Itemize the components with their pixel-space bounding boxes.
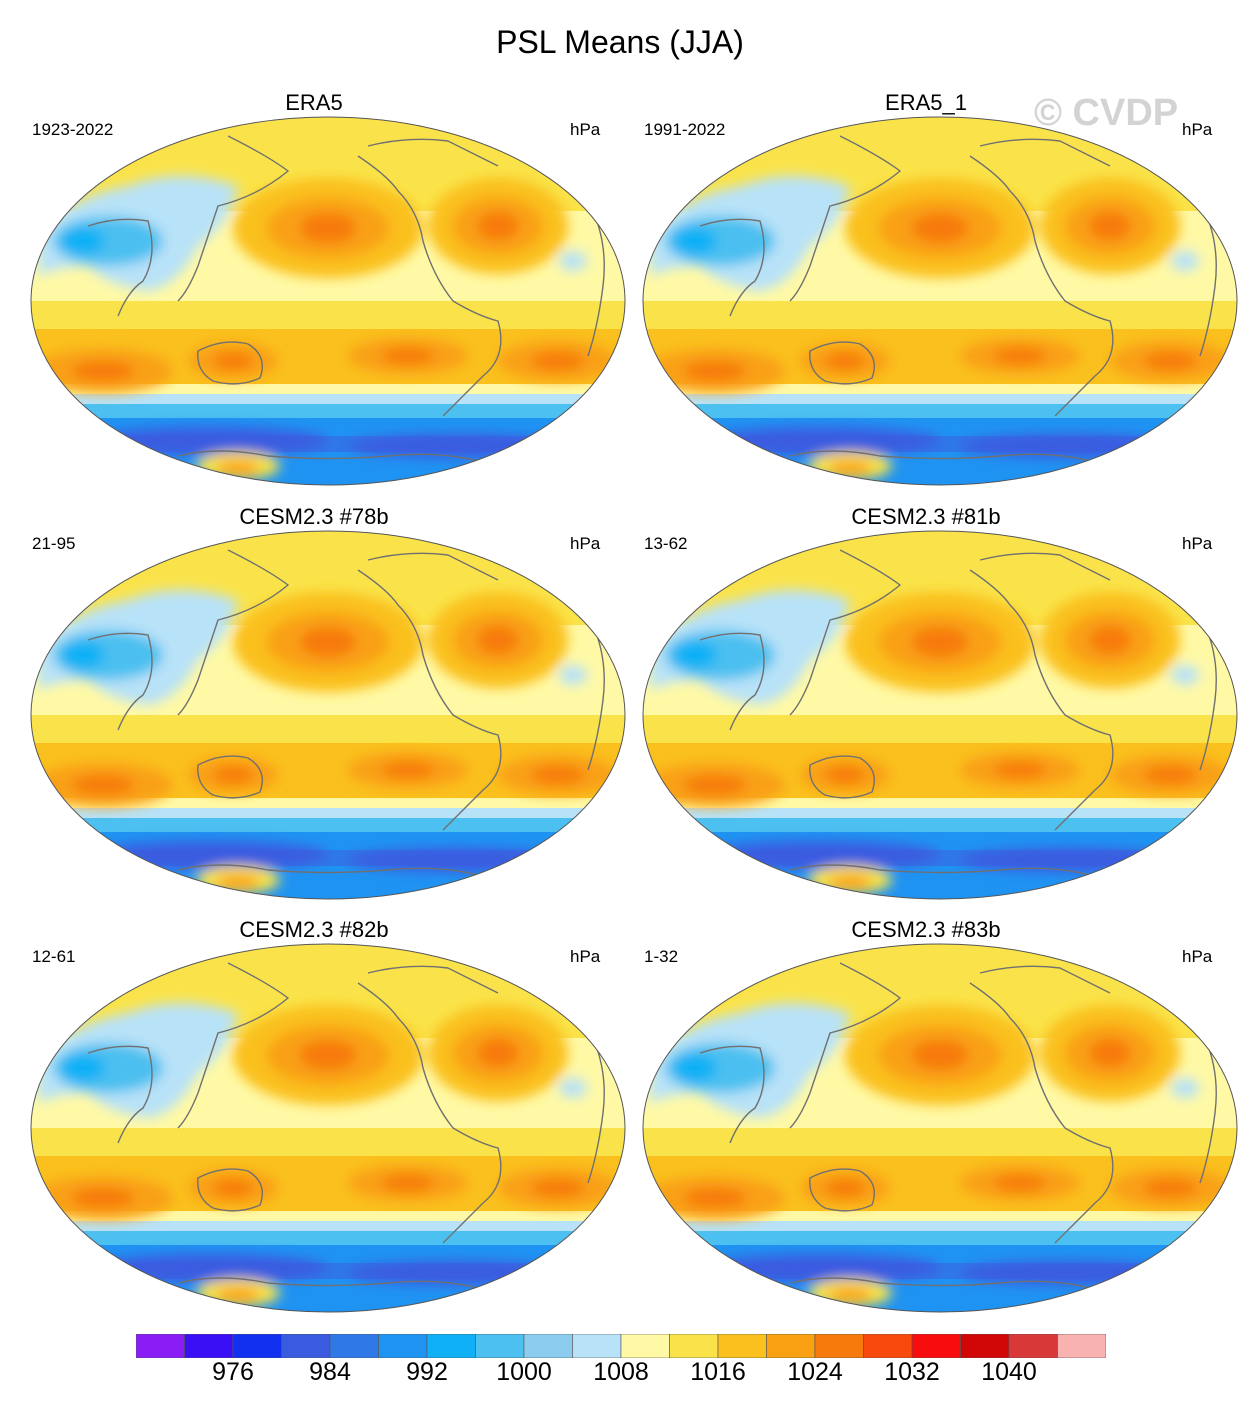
colorbar-swatch — [960, 1334, 1010, 1358]
psl-map — [642, 530, 1238, 900]
panel-title: ERA5_1 — [885, 90, 967, 115]
colorbar-tick-label: 992 — [406, 1358, 448, 1386]
panel-title: CESM2.3 #78b — [239, 504, 389, 529]
colorbar-swatch — [911, 1334, 961, 1358]
panel-title: CESM2.3 #83b — [851, 917, 1001, 942]
colorbar-tick-label: 984 — [309, 1358, 351, 1386]
colorbar-swatch — [475, 1334, 525, 1358]
colorbar-swatch — [378, 1334, 428, 1358]
figure-title: PSL Means (JJA) — [496, 24, 744, 60]
colorbar-swatch — [717, 1334, 767, 1358]
panel-period: 21-95 — [32, 534, 76, 553]
panel-units: hPa — [1182, 947, 1213, 966]
psl-map — [642, 943, 1238, 1313]
panel-period: 13-62 — [644, 534, 688, 553]
watermark: © CVDP — [1034, 92, 1179, 134]
colorbar-tick-label: 976 — [212, 1358, 254, 1386]
colorbar-tick-label: 1000 — [496, 1358, 552, 1386]
map-panel: CESM2.3 #78b 21-95 hPa — [14, 504, 626, 904]
panel-period: 1923-2022 — [32, 120, 114, 139]
colorbar-swatch — [232, 1334, 282, 1358]
panel-units: hPa — [570, 534, 601, 553]
psl-map — [642, 116, 1238, 486]
map-panel: CESM2.3 #83b 1-32 hPa — [626, 917, 1238, 1317]
colorbar-swatch — [1057, 1334, 1106, 1358]
map-panel: ERA5 1923-2022 hPa — [14, 90, 626, 490]
panel-units: hPa — [570, 947, 601, 966]
colorbar-swatch — [669, 1334, 719, 1358]
colorbar-swatch — [426, 1334, 476, 1358]
colorbar-swatch — [814, 1334, 864, 1358]
map-panel: ERA5_1 1991-2022 hPa — [626, 90, 1238, 490]
colorbar-swatch — [863, 1334, 913, 1358]
colorbar-labels: 976 984 992 1000 1008 1016 1024 1032 1040 — [136, 1358, 1106, 1394]
colorbar-swatch — [572, 1334, 622, 1358]
colorbar — [136, 1334, 1106, 1358]
psl-map — [30, 530, 626, 900]
colorbar-swatch — [184, 1334, 234, 1358]
map-panel: CESM2.3 #82b 12-61 hPa — [14, 917, 626, 1317]
panel-units: hPa — [570, 120, 601, 139]
colorbar-swatch — [1008, 1334, 1058, 1358]
panel-period: 1991-2022 — [644, 120, 726, 139]
panel-title: CESM2.3 #82b — [239, 917, 389, 942]
psl-map — [30, 943, 626, 1313]
colorbar-swatch — [329, 1334, 379, 1358]
panel-title: CESM2.3 #81b — [851, 504, 1001, 529]
colorbar-swatch — [523, 1334, 573, 1358]
panel-units: hPa — [1182, 534, 1213, 553]
panel-units: hPa — [1182, 120, 1213, 139]
colorbar-tick-label: 1032 — [884, 1358, 940, 1386]
colorbar-tick-label: 1008 — [593, 1358, 649, 1386]
colorbar-swatch — [620, 1334, 670, 1358]
panel-title: ERA5 — [285, 90, 343, 115]
panel-period: 1-32 — [644, 947, 679, 966]
colorbar-swatch — [766, 1334, 816, 1358]
colorbar-tick-label: 1024 — [787, 1358, 843, 1386]
colorbar-swatch — [281, 1334, 331, 1358]
colorbar-tick-label: 1040 — [981, 1358, 1037, 1386]
colorbar-tick-label: 1016 — [690, 1358, 746, 1386]
psl-map — [30, 116, 626, 486]
colorbar-swatch — [136, 1334, 185, 1358]
map-panel: CESM2.3 #81b 13-62 hPa — [626, 504, 1238, 904]
panel-period: 12-61 — [32, 947, 76, 966]
